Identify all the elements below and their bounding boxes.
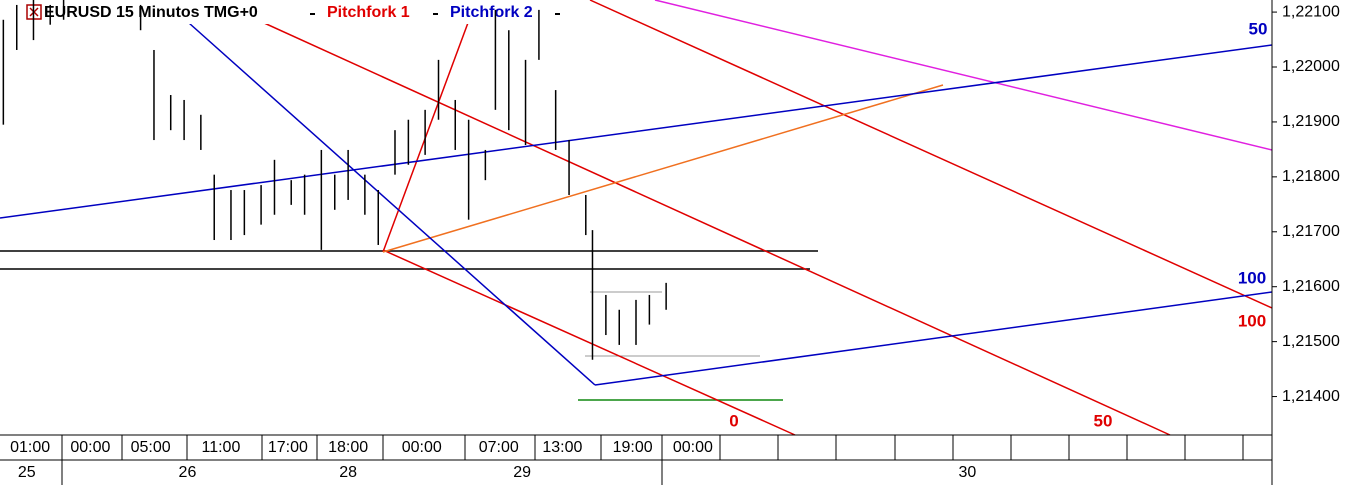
x-tick-label: 00:00 — [402, 439, 442, 456]
x-tick-label: 17:00 — [268, 439, 308, 456]
pitchfork-line — [654, 0, 1273, 151]
x-tick-label: 13:00 — [542, 439, 582, 456]
y-tick-label: 1,21500 — [1282, 333, 1340, 350]
fork-level-label: 100 — [1238, 268, 1266, 287]
pitchfork-line — [239, 11, 1171, 436]
y-tick-label: 1,21900 — [1282, 113, 1340, 130]
x-tick-label: 07:00 — [479, 439, 519, 456]
pitchfork-line — [589, 0, 1273, 309]
axes — [0, 0, 1273, 485]
x-tick-label: 01:00 — [10, 439, 50, 456]
study-label[interactable]: Pitchfork 1 — [327, 4, 410, 21]
y-tick-label: 1,21800 — [1282, 168, 1340, 185]
x-tick-label: 11:00 — [201, 439, 240, 456]
date-label: 26 — [179, 464, 197, 481]
date-label: 29 — [513, 464, 531, 481]
y-tick-label: 1,21700 — [1282, 223, 1340, 240]
pitchfork-line — [382, 11, 473, 253]
x-tick-label: 00:00 — [673, 439, 713, 456]
pitchfork-line — [594, 291, 1273, 386]
fork-level-label: 100 — [1238, 311, 1266, 330]
header-bg — [0, 0, 570, 24]
chart-title: EURUSD 15 Minutos TMG+0 — [44, 4, 258, 21]
date-label: 25 — [18, 464, 36, 481]
x-tick-label: 05:00 — [131, 439, 171, 456]
pitchfork-line — [0, 44, 1273, 219]
x-tick-label: 00:00 — [70, 439, 110, 456]
fork-level-label: 0 — [729, 411, 738, 430]
fork-level-label: 50 — [1094, 411, 1113, 430]
y-tick-label: 1,22000 — [1282, 58, 1340, 75]
x-tick-label: 18:00 — [328, 439, 368, 456]
y-tick-label: 1,22100 — [1282, 3, 1340, 20]
pitchfork-line — [382, 249, 796, 436]
fork-level-label: 50 — [1249, 19, 1268, 38]
y-tick-label: 1,21400 — [1282, 388, 1340, 405]
header: EURUSD 15 Minutos TMG+0 Pitchfork 1 Pitc… — [0, 0, 570, 24]
pitchfork-line — [179, 14, 596, 386]
study-label[interactable]: Pitchfork 2 — [450, 4, 533, 21]
drawings — [0, 0, 1273, 436]
x-tick-label: 19:00 — [613, 439, 653, 456]
date-label: 30 — [958, 464, 976, 481]
y-tick-label: 1,21600 — [1282, 278, 1340, 295]
date-label: 28 — [339, 464, 357, 481]
pitchfork-line — [382, 84, 944, 253]
